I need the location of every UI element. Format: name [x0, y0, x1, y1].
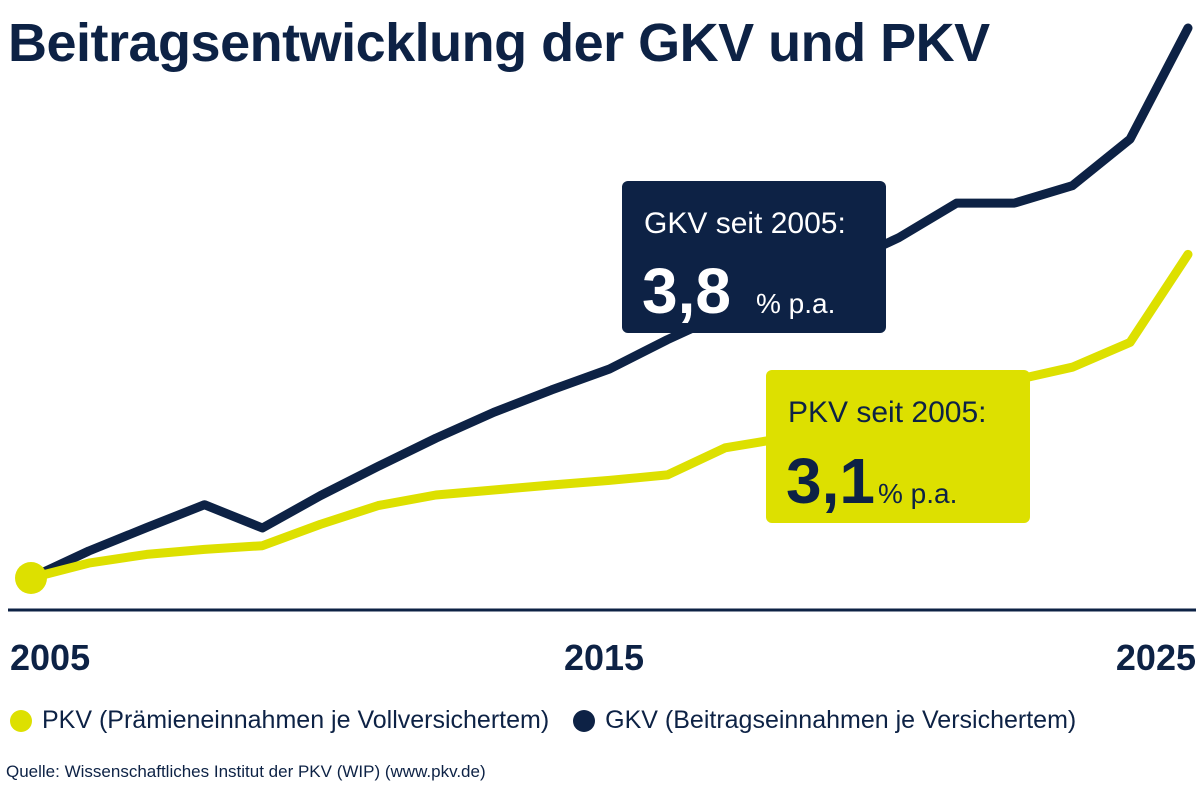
source-note: Quelle: Wissenschaftliches Institut der … [6, 762, 486, 781]
chart-title: Beitragsentwicklung der GKV und PKV [8, 13, 990, 73]
legend-label-pkv: PKV (Prämieneinnahmen je Vollversicherte… [42, 706, 550, 734]
start-point-marker [15, 562, 47, 594]
legend-item-gkv: GKV (Beitragseinnahmen je Versichertem) [573, 706, 1076, 735]
gkv-annotation-bg [622, 181, 886, 333]
line-chart: 2005 2015 2025 GKV seit 2005: 3,8 % p.a.… [8, 23, 1196, 678]
legend-label-gkv: GKV (Beitragseinnahmen je Versichertem) [605, 706, 1077, 734]
pkv-annotation-box: PKV seit 2005: 3,1 % p.a. [766, 370, 1030, 523]
legend-dot-pkv [10, 709, 32, 732]
x-tick-label: 2025 [1116, 637, 1196, 678]
gkv-series-line [26, 23, 1193, 583]
pkv-annotation-unit: % p.a. [878, 478, 957, 509]
x-tick-label: 2015 [564, 637, 644, 678]
gkv-annotation-unit: % p.a. [756, 288, 835, 319]
pkv-annotation-bg [766, 370, 1030, 523]
pkv-annotation-label: PKV seit 2005: [788, 396, 986, 429]
pkv-annotation-value: 3,1 [786, 445, 875, 517]
x-tick-label: 2005 [10, 637, 90, 678]
legend-dot-gkv [573, 709, 596, 732]
gkv-annotation-label: GKV seit 2005: [644, 207, 846, 240]
gkv-annotation-box: GKV seit 2005: 3,8 % p.a. [622, 181, 886, 333]
legend: PKV (Prämieneinnahmen je Vollversicherte… [10, 706, 1100, 735]
x-tick-labels: 2005 2015 2025 [10, 637, 1196, 678]
gkv-annotation-value: 3,8 [642, 255, 731, 327]
legend-item-pkv: PKV (Prämieneinnahmen je Vollversicherte… [10, 706, 549, 735]
